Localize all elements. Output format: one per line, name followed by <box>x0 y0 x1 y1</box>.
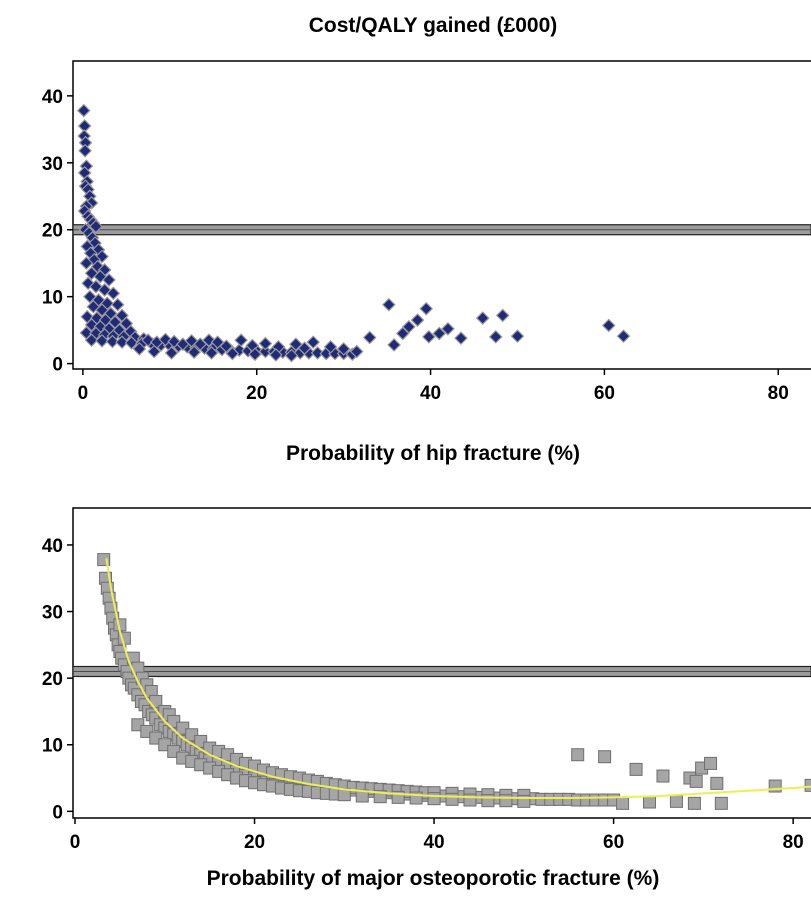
scatter-point <box>475 311 490 325</box>
axes: 0 10 20 30 40 0 20 40 60 80 <box>42 536 804 853</box>
scatter-point <box>349 344 364 359</box>
scatter-point <box>297 341 312 356</box>
scatter-point <box>689 774 703 788</box>
scatter-point <box>714 796 728 810</box>
scatter-point <box>269 348 283 362</box>
scatter-point <box>488 329 503 344</box>
scatter-point <box>804 778 811 792</box>
scatter-point <box>616 329 631 344</box>
scatter-point <box>571 748 585 762</box>
scatter-point <box>164 346 179 360</box>
scatter-point <box>310 346 325 360</box>
x-tick-label: 80 <box>768 383 789 404</box>
scatter-point <box>463 793 477 807</box>
scatter-point <box>258 336 273 351</box>
scatter-point <box>410 313 425 327</box>
scatter-point <box>421 329 436 344</box>
data-points <box>76 103 631 363</box>
scatter-point <box>248 347 262 362</box>
scatter-point <box>710 776 724 790</box>
y-tick-label: 30 <box>42 154 63 175</box>
scatter-point <box>323 340 338 354</box>
scatter-point <box>381 297 396 312</box>
x-axis-title: Probability of major osteoporotic fractu… <box>207 867 660 890</box>
plot-frame <box>72 507 811 819</box>
threshold-band <box>72 224 811 236</box>
x-tick-label: 60 <box>603 832 624 853</box>
scatter-point <box>76 103 91 118</box>
axes: 0 10 20 30 40 0 20 40 60 80 <box>42 87 789 404</box>
scatter-point <box>219 339 234 354</box>
scatter-point <box>656 769 670 783</box>
fit-line <box>105 558 811 799</box>
scatter-point <box>115 335 129 350</box>
scatter-point <box>629 762 643 776</box>
plot-frame <box>72 60 811 370</box>
scatter-point <box>110 297 125 312</box>
scatter-point <box>187 345 201 360</box>
x-tick-label: 80 <box>783 832 804 853</box>
scatter-point <box>687 796 701 810</box>
x-tick-label: 20 <box>246 383 267 404</box>
x-axis-title: Probability of hip fracture (%) <box>286 442 580 465</box>
x-tick-label: 60 <box>594 383 615 404</box>
x-tick-label: 40 <box>423 832 444 853</box>
scatter-point <box>78 143 92 158</box>
y-tick-label: 20 <box>42 221 63 242</box>
y-tick-label: 30 <box>42 603 63 624</box>
x-tick-label: 0 <box>78 383 89 404</box>
scatter-point <box>284 348 299 363</box>
y-tick-label: 20 <box>42 669 63 690</box>
scatter-point <box>445 792 459 806</box>
scatter-point <box>204 346 219 360</box>
y-tick-label: 40 <box>42 87 63 108</box>
scatter-point <box>643 795 657 809</box>
scatter-point <box>234 333 248 348</box>
scatter-point <box>669 794 683 808</box>
data-points <box>97 553 811 810</box>
x-tick-label: 20 <box>244 832 265 853</box>
y-tick-label: 0 <box>52 355 63 376</box>
threshold-band <box>72 665 811 678</box>
scatter-point <box>598 750 612 764</box>
scatter-point <box>427 792 441 806</box>
scatter-point <box>441 321 455 336</box>
scatter-point <box>124 336 139 350</box>
scatter-point <box>106 286 121 301</box>
scatter-point <box>510 329 525 344</box>
scatter-point <box>95 333 109 348</box>
scatter-point <box>306 335 321 350</box>
scatter-point <box>499 794 513 808</box>
scatter-point <box>147 344 162 359</box>
scatter-point <box>132 342 147 356</box>
major-osteoporotic-fracture-panel: 0 10 20 30 40 0 20 40 60 80 <box>42 507 811 853</box>
scatter-point <box>601 318 616 333</box>
scatter-point <box>495 308 510 323</box>
scatter-point <box>84 333 99 348</box>
scatter-point <box>225 346 240 361</box>
scatter-point <box>387 338 401 352</box>
x-tick-label: 40 <box>420 383 441 404</box>
scatter-point <box>454 331 468 346</box>
y-tick-label: 10 <box>42 736 63 757</box>
chart-title: Cost/QALY gained (£000) <box>309 14 558 37</box>
scatter-point <box>89 219 103 234</box>
scatter-point <box>362 330 377 345</box>
scatter-point <box>105 334 120 349</box>
scatter-point <box>432 326 447 341</box>
y-tick-label: 10 <box>42 288 63 309</box>
y-tick-label: 0 <box>52 802 63 823</box>
x-tick-label: 0 <box>70 832 81 853</box>
scatter-point <box>102 273 116 287</box>
scatter-point <box>704 756 718 770</box>
scatter-point <box>616 796 630 810</box>
scatter-point <box>419 301 434 316</box>
scatter-point <box>336 342 351 356</box>
hip-fracture-panel: 0 10 20 30 40 0 20 40 60 80 <box>42 60 811 404</box>
scatter-point <box>79 256 94 271</box>
y-tick-label: 40 <box>42 536 63 557</box>
scatter-point <box>401 319 416 334</box>
